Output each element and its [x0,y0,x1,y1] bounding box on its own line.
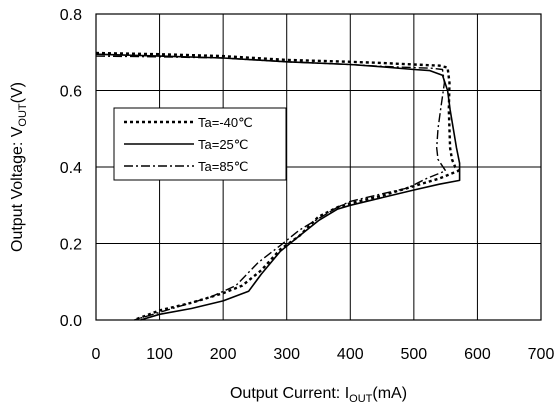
legend-label-1: Ta=-40℃ [198,115,253,130]
x-tick-label: 200 [210,346,237,363]
plot-area [95,13,542,321]
y-tick-label: 0.6 [60,84,82,101]
legend-label-2: Ta=25℃ [198,137,248,152]
x-tick-label: 500 [401,346,428,363]
legend-label-3: Ta=85℃ [198,159,248,174]
x-tick-label: 400 [337,346,364,363]
x-tick-label: 0 [92,346,101,363]
x-tick-label: 300 [273,346,300,363]
x-tick-label: 100 [146,346,173,363]
legend: Ta=-40℃ Ta=25℃ Ta=85℃ [113,107,287,181]
grid [96,14,541,320]
y-tick-label: 0.2 [60,237,82,254]
y-axis-label: Output Voltage: VOUT(V) [9,82,29,252]
x-tick-label: 600 [464,346,491,363]
series-line-1 [95,51,460,322]
x-axis-label: Output Current: IOUT(mA) [230,385,407,405]
y-tick-label: 0.8 [60,7,82,24]
series-line-3 [95,55,447,321]
series-layer [95,51,461,322]
y-tick-label: 0.0 [60,313,82,330]
x-tick-label: 700 [528,346,555,363]
y-tick-label: 0.4 [60,160,82,177]
series-line-2 [95,53,461,321]
tick-labels: 0 100 200 300 400 500 600 700 0.0 0.2 0.4 0.6 0.8 [60,7,555,363]
